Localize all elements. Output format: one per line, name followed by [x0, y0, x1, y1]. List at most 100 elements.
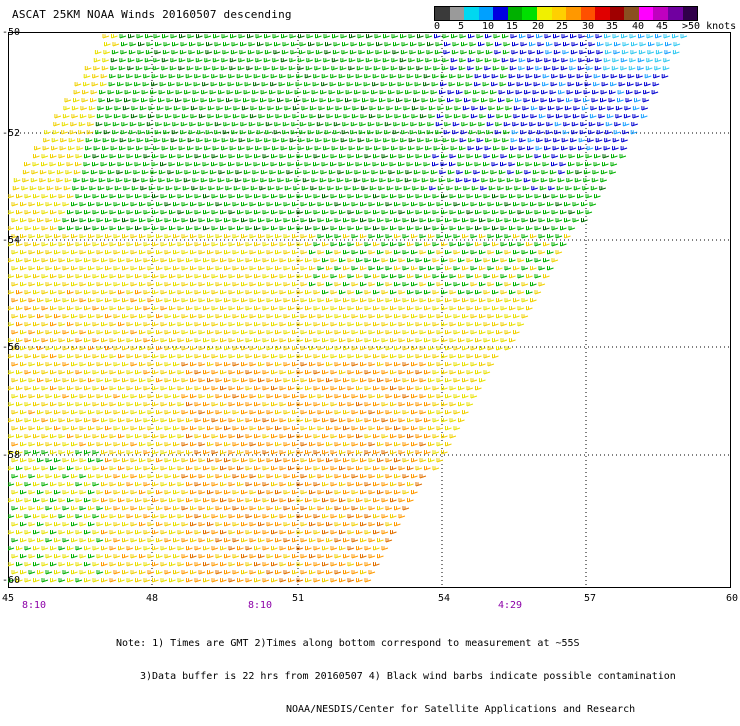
wind-barb	[369, 106, 377, 111]
wind-barb	[334, 410, 342, 415]
wind-barb	[33, 274, 40, 279]
wind-barb	[513, 218, 520, 223]
wind-barb	[249, 250, 257, 255]
wind-barb	[139, 202, 146, 207]
wind-barb	[421, 178, 429, 183]
wind-barb	[322, 482, 329, 487]
wind-barb	[504, 202, 512, 207]
wind-barb	[202, 74, 210, 79]
wind-barb	[419, 442, 427, 447]
wind-barb	[292, 114, 300, 119]
wind-barb	[390, 66, 398, 71]
wind-barb	[245, 274, 253, 279]
wind-barb	[381, 450, 389, 455]
wind-barb	[139, 218, 146, 223]
wind-barb	[317, 442, 325, 447]
wind-barb	[63, 106, 71, 111]
wind-barb	[237, 338, 244, 343]
wind-barb	[258, 474, 265, 479]
wind-barb	[377, 106, 385, 111]
wind-barb	[373, 210, 380, 215]
wind-barb	[139, 538, 146, 543]
wind-barb	[386, 186, 394, 191]
wind-barb	[101, 482, 108, 487]
wind-barb	[442, 138, 450, 143]
wind-barb	[330, 514, 338, 519]
wind-barb	[254, 210, 261, 215]
wind-barb	[590, 106, 598, 111]
wind-barb	[221, 34, 229, 39]
wind-barb	[483, 154, 491, 159]
wind-barb	[437, 186, 445, 191]
wind-barb	[176, 82, 184, 87]
wind-barb	[117, 82, 124, 87]
wind-barb	[184, 170, 192, 175]
wind-barb	[28, 490, 36, 495]
wind-barb	[308, 42, 315, 47]
wind-barb	[92, 74, 99, 79]
wind-barb	[339, 434, 346, 439]
wind-barb	[37, 250, 44, 255]
wind-barb	[545, 130, 553, 135]
wind-barb	[152, 546, 159, 551]
wind-barb	[292, 234, 299, 239]
wind-barb	[79, 426, 87, 431]
wind-barb	[368, 410, 376, 415]
wind-barb	[326, 426, 333, 431]
wind-barb	[306, 138, 314, 143]
wind-barb	[306, 58, 313, 63]
wind-barb	[79, 202, 87, 207]
wind-barb	[203, 578, 210, 583]
wind-barb	[538, 282, 546, 287]
wind-barb	[500, 274, 508, 279]
wind-barb	[201, 90, 208, 95]
wind-barb	[156, 346, 163, 351]
wind-barb	[462, 202, 469, 207]
wind-barb	[79, 442, 87, 447]
wind-barb	[122, 250, 129, 255]
wind-barb	[101, 258, 108, 263]
wind-barb	[224, 346, 231, 351]
wind-barb	[8, 434, 15, 439]
wind-barb	[186, 322, 193, 327]
wind-barb	[207, 394, 214, 399]
wind-barb	[266, 218, 274, 223]
wind-barb	[186, 242, 193, 247]
wind-barb	[220, 482, 227, 487]
wind-barb	[228, 386, 236, 391]
wind-barb	[54, 250, 61, 255]
wind-barb	[436, 442, 444, 447]
wind-barb	[428, 458, 435, 463]
wind-barb	[492, 258, 499, 263]
wind-barb	[130, 554, 138, 559]
wind-barb	[198, 250, 206, 255]
wind-barb	[81, 98, 89, 103]
wind-barb	[190, 394, 197, 399]
wind-barb	[462, 346, 469, 351]
wind-barb	[343, 506, 350, 511]
wind-barb	[191, 186, 198, 191]
wind-barb	[84, 562, 91, 567]
wind-barb	[254, 402, 261, 407]
wind-barb	[393, 42, 400, 47]
wind-barb	[271, 258, 278, 263]
wind-barb	[288, 154, 295, 159]
wind-barb	[439, 170, 447, 175]
wind-barb	[347, 306, 355, 311]
wind-barb	[109, 154, 117, 159]
wind-barb	[348, 58, 356, 63]
wind-barb	[547, 106, 555, 111]
wind-barb	[577, 210, 584, 215]
wind-barb	[203, 386, 210, 391]
wind-barb	[521, 298, 529, 303]
wind-barb	[571, 42, 579, 47]
wind-barb	[487, 114, 495, 119]
wind-barb	[73, 90, 81, 95]
wind-barb	[415, 274, 423, 279]
wind-barb	[249, 330, 257, 335]
wind-barb	[116, 170, 124, 175]
wind-barb	[589, 202, 597, 207]
colorbar-tick-label: 0	[434, 21, 441, 32]
wind-barb	[364, 162, 371, 167]
wind-barb	[135, 418, 142, 423]
